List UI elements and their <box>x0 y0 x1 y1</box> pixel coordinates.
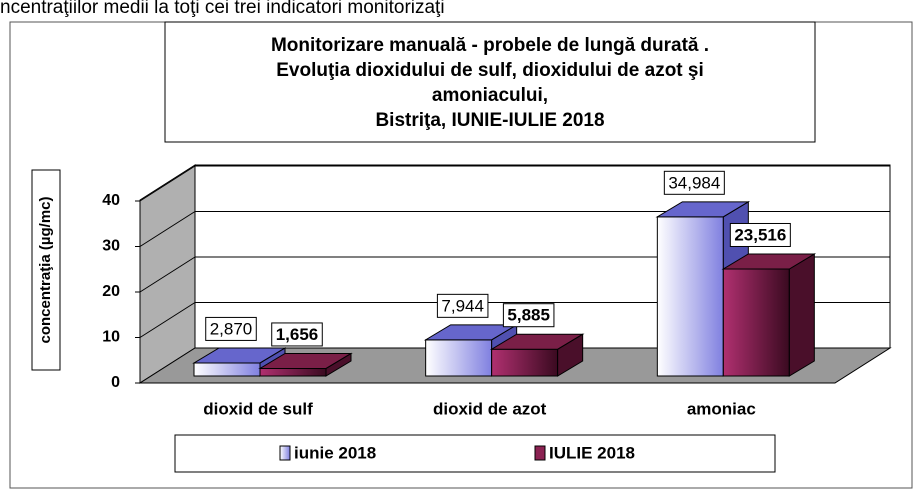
x-tick-label: dioxid de sulf <box>203 399 313 418</box>
chart-title: Monitorizare manuală - probele de lungă … <box>271 35 709 56</box>
grid-line <box>139 211 196 247</box>
title-box <box>164 21 816 143</box>
chart-title: amoniacului, <box>432 85 548 106</box>
value-label: 2,870 <box>210 319 253 338</box>
value-label-box <box>663 170 725 195</box>
value-label-box <box>205 316 257 341</box>
bar-front <box>259 367 327 377</box>
bar-top <box>721 253 817 270</box>
y-tick-label: 20 <box>102 283 120 300</box>
value-label: 34,984 <box>668 173 720 192</box>
value-label: 1,656 <box>276 325 319 344</box>
bar-front <box>491 348 559 377</box>
bar-side <box>788 253 815 377</box>
bar-top <box>258 352 353 369</box>
grid-line <box>139 256 196 293</box>
value-label: 23,516 <box>734 225 786 244</box>
value-label: 5,885 <box>507 306 550 325</box>
bar-front <box>656 216 724 377</box>
y-tick-label: 10 <box>102 329 120 346</box>
legend-box <box>174 434 776 473</box>
y-axis-label: concentraţia (µg/mc) <box>37 196 54 343</box>
legend-label: IULIE 2018 <box>549 443 635 462</box>
x-tick-label: dioxid de azot <box>433 399 547 418</box>
value-label-box <box>502 303 555 328</box>
legend-swatch <box>279 445 291 461</box>
bar-front <box>722 268 790 377</box>
value-label-box <box>271 322 323 347</box>
legend-label: iunie 2018 <box>294 443 376 462</box>
chart-title: Evoluţia dioxidului de sulf, dioxidului … <box>276 60 704 81</box>
bar-front <box>193 362 261 377</box>
grid-line <box>139 165 196 202</box>
chart-title: Bistriţa, IUNIE-IULIE 2018 <box>375 110 604 131</box>
y-tick-label: 40 <box>102 192 120 209</box>
value-label: 7,944 <box>441 296 484 315</box>
x-tick-label: amoniac <box>687 399 756 418</box>
bar-top <box>655 201 751 218</box>
bar-front <box>425 339 493 377</box>
y-tick-label: 0 <box>111 374 120 391</box>
bar-top <box>489 333 585 350</box>
grid-line <box>139 302 196 338</box>
legend-swatch <box>534 445 546 461</box>
value-label-box <box>436 293 489 318</box>
bar-top <box>192 347 287 364</box>
y-label-box <box>31 169 61 371</box>
y-tick-label: 30 <box>102 238 120 255</box>
page-caption: ncentraţiilor medii la toţi cei trei ind… <box>0 0 445 18</box>
value-label-box <box>729 222 791 247</box>
